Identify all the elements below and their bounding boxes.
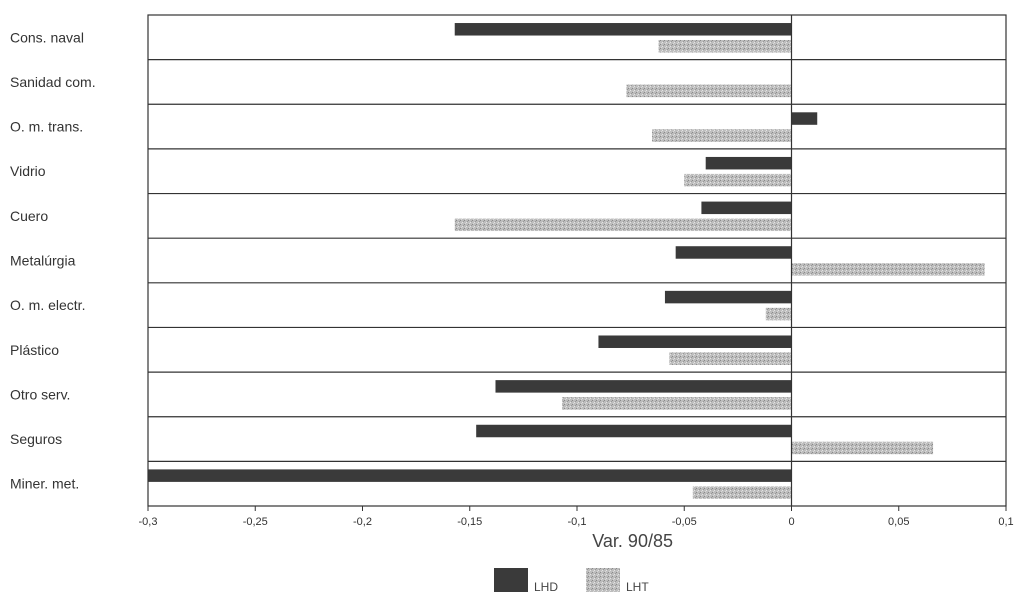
category-label: O. m. electr.: [10, 297, 85, 313]
bar-lht: [684, 173, 792, 187]
legend-label: LHD: [534, 580, 558, 594]
x-tick-label: -0,2: [353, 516, 372, 528]
legend-swatch-lhd: [494, 568, 528, 592]
x-tick-label: -0,15: [457, 516, 482, 528]
legend: LHD LHT: [494, 568, 649, 594]
bar-lhd: [701, 201, 792, 215]
bar-lhd: [675, 246, 792, 259]
x-axis-ticks: -0,3 -0,25 -0,2 -0,15 -0,1 -0,05 0 0,05 0,1: [139, 506, 1014, 528]
bar-lht: [626, 84, 792, 98]
bar-lht: [692, 486, 792, 499]
bar-lhd: [454, 23, 792, 36]
x-tick-label: 0: [788, 516, 794, 528]
category-separators: [148, 59, 1006, 462]
x-tick-label: 0,05: [888, 516, 909, 528]
category-label: Otro serv.: [10, 386, 70, 402]
legend-swatch-lht: [586, 568, 620, 592]
bar-lht: [454, 218, 792, 232]
category-label: Sanidad com.: [10, 74, 96, 90]
x-tick-label: -0,1: [568, 516, 587, 528]
category-label: Metalúrgia: [10, 253, 76, 269]
x-tick-label: -0,05: [672, 516, 697, 528]
bar-lhd: [664, 290, 792, 304]
bar-lhd: [705, 156, 792, 170]
bar-lht: [765, 307, 792, 321]
bar-lht: [791, 263, 985, 276]
bar-lht: [561, 397, 792, 410]
category-label: Seguros: [10, 431, 62, 447]
category-label: O. m. trans.: [10, 119, 83, 135]
bar-lht: [669, 352, 792, 365]
category-label: Plástico: [10, 342, 59, 358]
category-label: Vidrio: [10, 163, 46, 179]
category-label: Cuero: [10, 208, 48, 224]
x-tick-label: 0,1: [998, 516, 1013, 528]
bars-group: [148, 23, 985, 499]
bar-lhd: [495, 380, 792, 393]
bar-lhd: [598, 335, 792, 348]
bar-lhd: [476, 424, 792, 438]
bar-lhd: [791, 112, 818, 125]
bar-lht: [652, 129, 792, 142]
x-tick-label: -0,25: [243, 516, 268, 528]
bar-lht: [791, 441, 934, 455]
legend-label: LHT: [626, 580, 649, 594]
x-tick-label: -0,3: [139, 516, 158, 528]
bar-lhd: [148, 469, 792, 482]
category-label: Miner. met.: [10, 476, 79, 492]
x-axis-title: Var. 90/85: [592, 531, 673, 551]
category-label: Cons. naval: [10, 29, 84, 45]
bar-lht: [658, 39, 792, 53]
category-labels: Cons. naval Sanidad com. O. m. trans. Vidri…: [10, 29, 96, 491]
